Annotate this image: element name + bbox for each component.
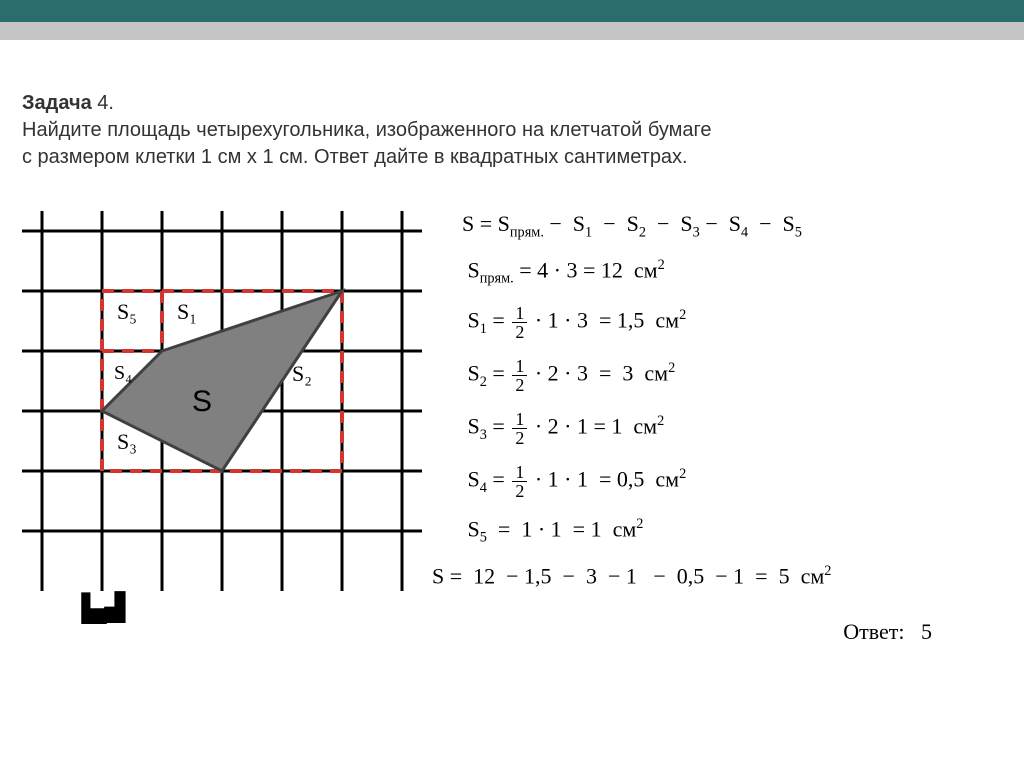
svg-text:S₂: S₂: [292, 361, 312, 386]
eq-main: S = Sпрям. − S1 − S2 − S3 − S4 − S5: [462, 211, 1002, 241]
eq-s5: S5 = 1 · 1 = 1 см2: [462, 516, 1002, 547]
svg-text:S₄: S₄: [114, 362, 132, 384]
answer-label: Ответ:: [843, 619, 904, 644]
figure-grid: S₅ S₁ S₂ S₄ S₃ S ▐▄▟: [22, 211, 422, 645]
eq-rect: Sпрям. = 4 · 3 = 12 см2: [462, 257, 1002, 288]
problem-text-2: с размером клетки 1 см x 1 см. Ответ дай…: [22, 146, 688, 168]
eq-s2: S2 = 12 · 2 · 3 = 3 см2: [462, 357, 1002, 394]
eq-s1: S1 = 12 · 1 · 3 = 1,5 см2: [462, 304, 1002, 341]
problem-number: 4.: [97, 92, 114, 114]
svg-text:S₅: S₅: [117, 299, 137, 324]
problem-heading: Задача 4. Найдите площадь четырехугольни…: [22, 90, 1002, 171]
eq-final: S = 12 − 1,5 − 3 − 1 − 0,5 − 1 = 5 см2: [432, 563, 1002, 589]
header-bar: [0, 0, 1024, 40]
answer-value: 5: [921, 619, 932, 644]
math-block: S = Sпрям. − S1 − S2 − S3 − S4 − S5 Sпря…: [422, 211, 1002, 645]
eq-s4: S4 = 12 · 1 · 1 = 0,5 см2: [462, 463, 1002, 500]
svg-text:S: S: [192, 385, 212, 418]
eq-s3: S3 = 12 · 2 · 1 = 1 см2: [462, 410, 1002, 447]
svg-text:S₃: S₃: [117, 429, 137, 454]
problem-text-1: Найдите площадь четырехугольника, изобра…: [22, 119, 711, 141]
problem-label: Задача: [22, 92, 97, 114]
answer: Ответ: 5: [462, 619, 1002, 645]
svg-text:S₁: S₁: [177, 299, 197, 324]
scale-icon: ▐▄▟: [72, 592, 422, 623]
